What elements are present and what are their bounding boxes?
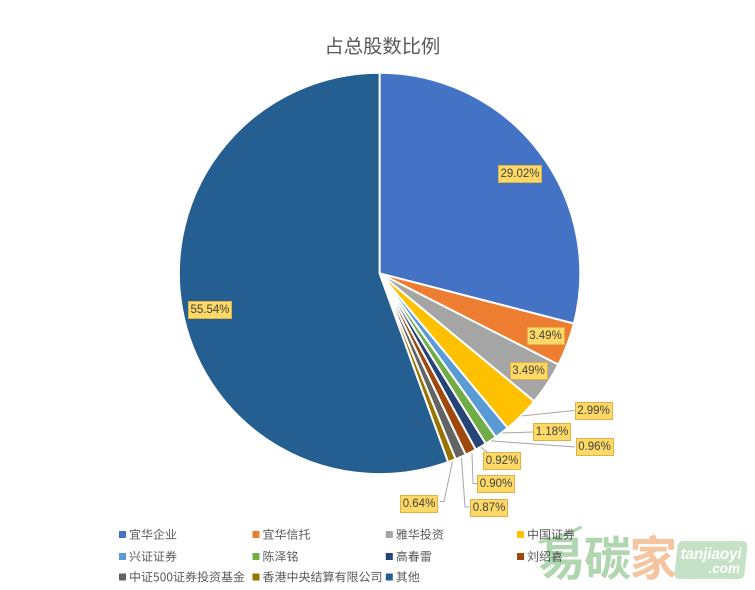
svg-text:.com: .com xyxy=(708,561,740,576)
svg-text:tanjiaoyi: tanjiaoyi xyxy=(680,546,742,563)
